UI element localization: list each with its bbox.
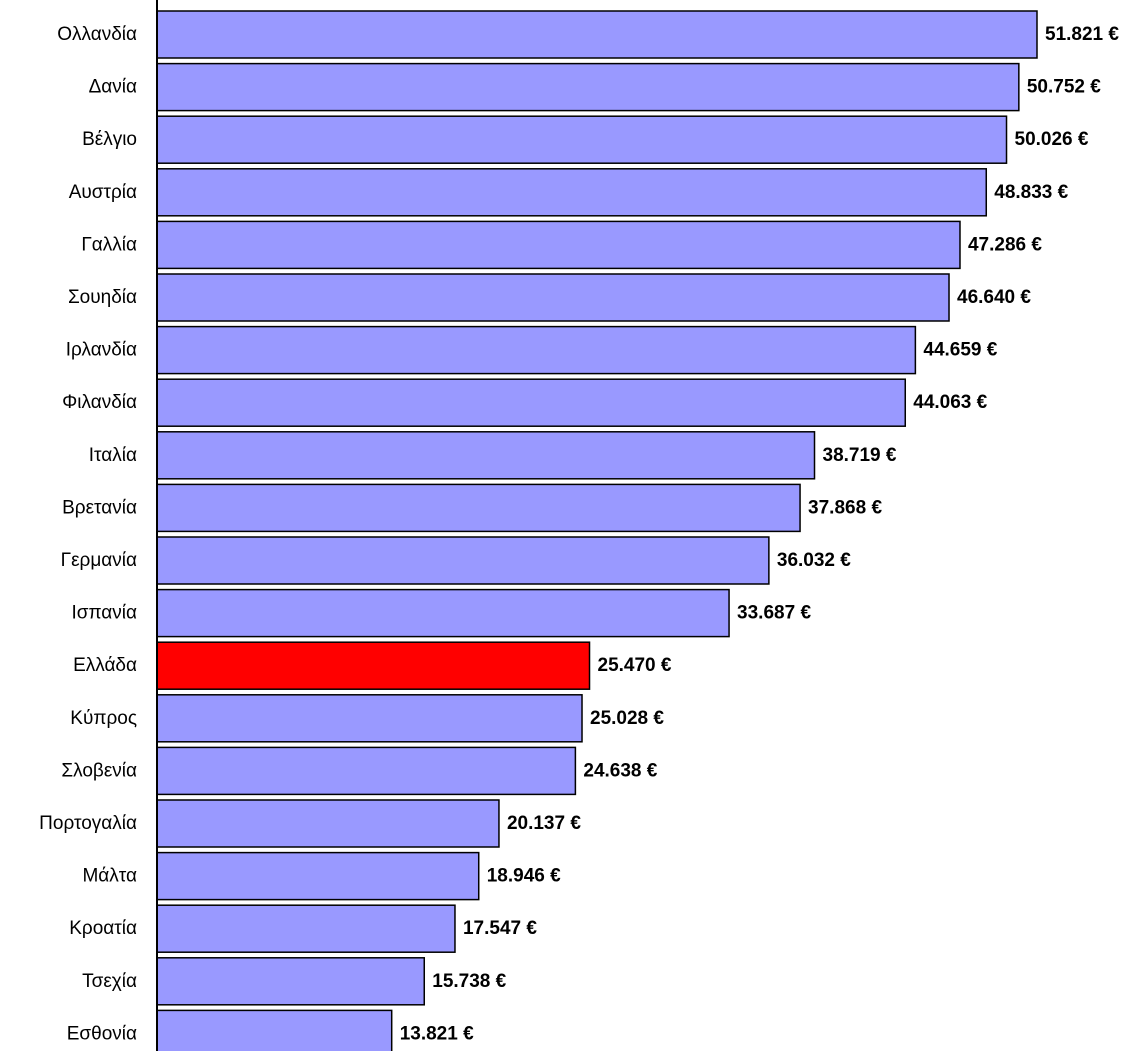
value-label: 46.640 €: [957, 287, 1031, 308]
category-label: Σουηδία: [68, 287, 137, 308]
category-label: Γερμανία: [61, 550, 137, 571]
category-label: Ελλάδα: [73, 655, 137, 676]
category-label: Ολλανδία: [57, 24, 137, 45]
category-label: Κύπρος: [70, 708, 137, 729]
value-label: 20.137 €: [507, 813, 581, 834]
bar: [156, 378, 907, 427]
bar: [156, 746, 577, 796]
bar: [156, 957, 426, 1006]
category-label: Γαλλία: [81, 234, 137, 255]
value-label: 37.868 €: [808, 497, 882, 518]
bar: [156, 10, 1038, 59]
category-label: Ιταλία: [89, 445, 137, 466]
bar: [156, 115, 1008, 164]
value-label: 13.821 €: [400, 1023, 474, 1044]
bar: [156, 168, 988, 217]
category-label: Ιρλανδία: [66, 340, 137, 361]
bar: [156, 694, 583, 743]
value-labels: 51.821 € 50.752 € 50.026 € 48.833 € 47.286 €…: [400, 24, 1120, 1044]
bar: [156, 220, 961, 270]
category-label: Βρετανία: [62, 497, 137, 518]
category-label: Φιλανδία: [62, 392, 137, 413]
value-label: 33.687 €: [737, 603, 811, 624]
category-labels: Ολλανδία Δανία Βέλγιο Αυστρία Γαλλία Σουηδία Ι…: [39, 24, 137, 1044]
category-label: Βέλγιο: [82, 129, 137, 150]
value-label: 50.026 €: [1015, 129, 1089, 150]
category-label: Αυστρία: [69, 182, 137, 203]
category-label: Ισπανία: [71, 603, 137, 624]
bar: [156, 904, 456, 953]
bar: [156, 62, 1020, 112]
value-label: 47.286 €: [968, 234, 1042, 255]
value-label: 38.719 €: [823, 445, 897, 466]
value-label: 17.547 €: [463, 918, 537, 939]
bar: [156, 483, 801, 533]
category-label: Πορτογαλία: [39, 813, 137, 834]
value-label: 25.470 €: [598, 655, 672, 676]
value-label: 18.946 €: [487, 866, 561, 887]
value-label: 50.752 €: [1027, 77, 1101, 98]
value-label: 44.063 €: [913, 392, 987, 413]
category-label: Κροατία: [69, 918, 137, 939]
bar: [156, 1009, 393, 1051]
bars-group: [156, 10, 1038, 1051]
category-label: Σλοβενία: [61, 760, 137, 781]
value-label: 36.032 €: [777, 550, 851, 571]
category-label: Τσεχία: [82, 971, 137, 992]
value-label: 48.833 €: [994, 182, 1068, 203]
value-label: 15.738 €: [432, 971, 506, 992]
value-label: 51.821 €: [1045, 24, 1119, 45]
value-label: 25.028 €: [590, 708, 664, 729]
bar: [156, 325, 917, 375]
bar: [156, 799, 500, 848]
bar: [156, 851, 480, 901]
bar: [156, 588, 730, 638]
bar: [156, 273, 950, 322]
value-label: 44.659 €: [923, 340, 997, 361]
category-label: Εσθονία: [67, 1023, 137, 1044]
value-label: 24.638 €: [583, 760, 657, 781]
bar: [156, 641, 591, 690]
category-label: Μάλτα: [82, 866, 137, 887]
bar: [156, 536, 770, 585]
category-label: Δανία: [89, 77, 137, 98]
bar: [156, 431, 816, 480]
